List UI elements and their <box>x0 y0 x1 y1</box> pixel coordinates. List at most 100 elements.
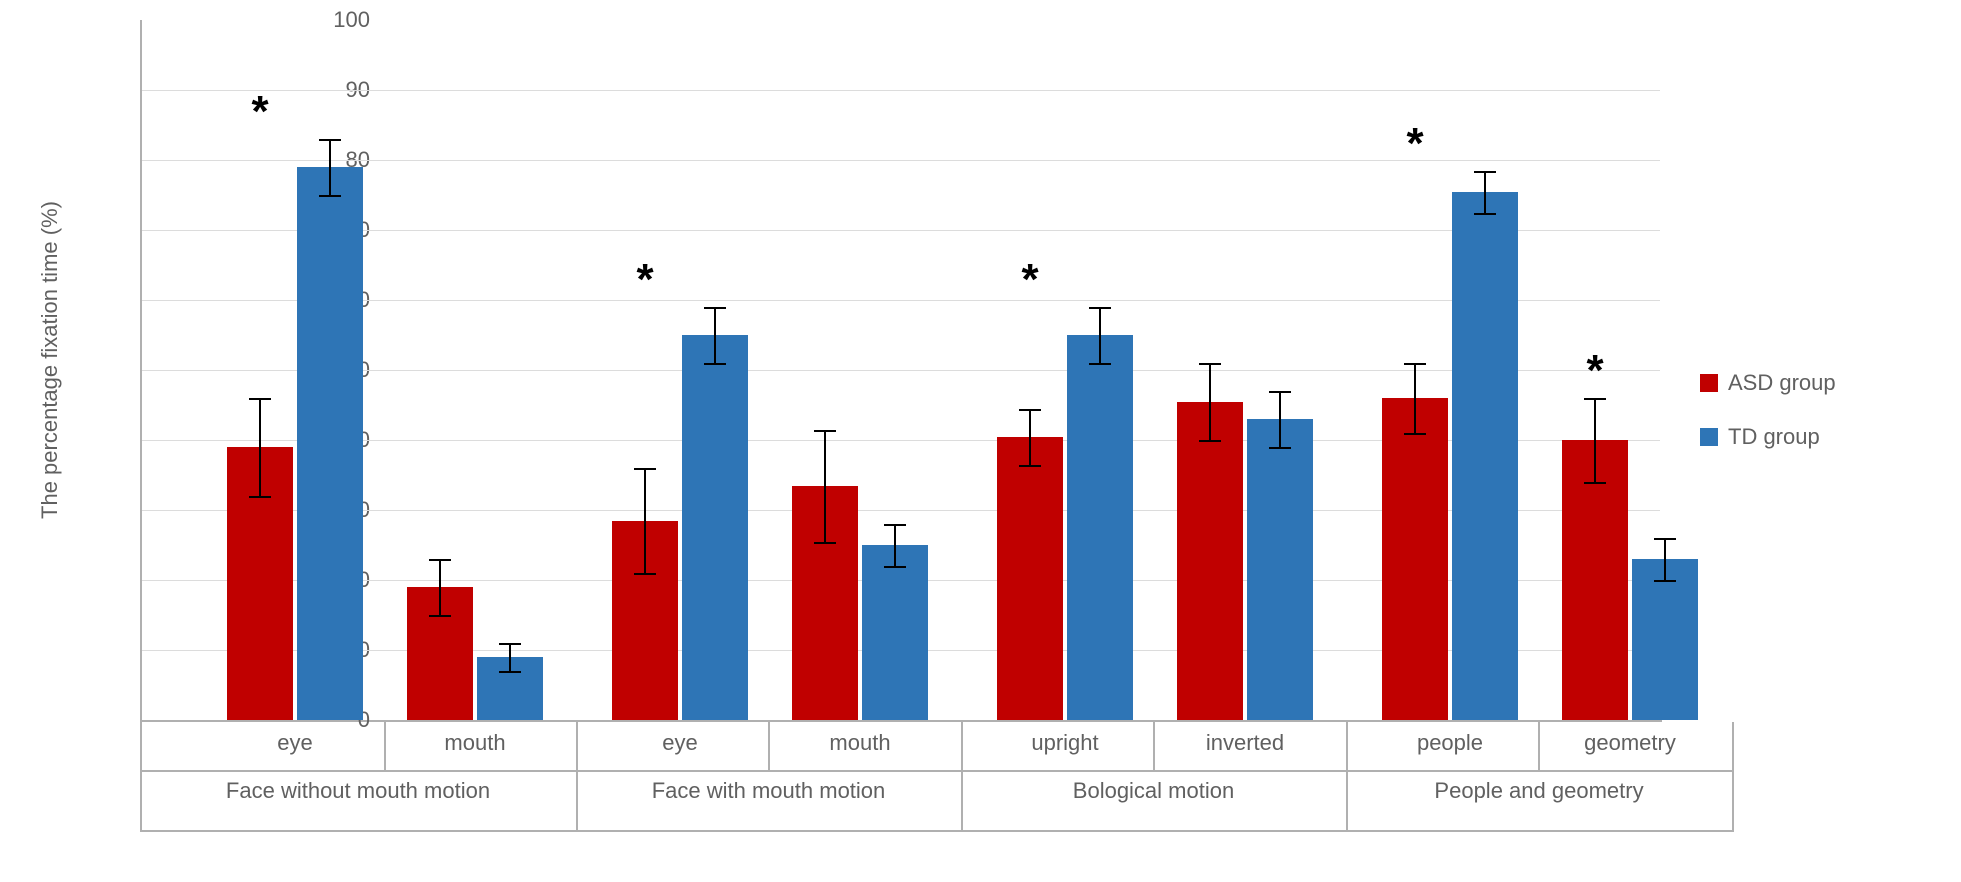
error-cap <box>429 559 451 561</box>
error-cap <box>319 139 341 141</box>
error-cap <box>1269 391 1291 393</box>
significance-star: * <box>636 255 653 305</box>
error-cap <box>249 496 271 498</box>
error-cap <box>499 671 521 673</box>
bar-td <box>862 545 928 720</box>
error-bar <box>1209 363 1211 440</box>
error-bar <box>1484 171 1486 213</box>
error-bar <box>824 430 826 542</box>
error-cap <box>1404 363 1426 365</box>
error-cap <box>1404 433 1426 435</box>
error-bar <box>1594 398 1596 482</box>
fixation-chart: The percentage fixation time (%) ASD gro… <box>60 0 1900 882</box>
error-cap <box>884 566 906 568</box>
error-bar <box>1664 538 1666 580</box>
category-sub-label: mouth <box>444 730 505 756</box>
gridline <box>142 370 1660 371</box>
error-cap <box>319 195 341 197</box>
sub-divider <box>384 722 386 772</box>
axis-bottom-line <box>140 830 1734 832</box>
sub-divider <box>1538 722 1540 772</box>
category-sub-label: mouth <box>829 730 890 756</box>
significance-star: * <box>1586 346 1603 396</box>
bar-asd <box>997 437 1063 721</box>
error-bar <box>509 643 511 671</box>
category-sub-label: inverted <box>1206 730 1284 756</box>
error-bar <box>644 468 646 573</box>
group-divider <box>140 722 142 832</box>
category-group-label: Face without mouth motion <box>226 778 490 804</box>
category-sub-label: people <box>1417 730 1483 756</box>
legend-label-td: TD group <box>1728 424 1820 450</box>
group-divider <box>961 722 963 832</box>
gridline <box>142 230 1660 231</box>
category-group-label: People and geometry <box>1434 778 1643 804</box>
error-cap <box>814 430 836 432</box>
category-sub-label: upright <box>1031 730 1098 756</box>
gridline <box>142 160 1660 161</box>
legend-label-asd: ASD group <box>1728 370 1836 396</box>
legend-item-td: TD group <box>1700 424 1836 450</box>
error-bar <box>1099 307 1101 363</box>
group-divider <box>1732 722 1734 832</box>
significance-star: * <box>1021 255 1038 305</box>
error-cap <box>249 398 271 400</box>
error-cap <box>1584 398 1606 400</box>
legend-item-asd: ASD group <box>1700 370 1836 396</box>
axis-row-divider <box>140 770 1734 772</box>
ytick-label: 100 <box>310 7 370 33</box>
error-cap <box>1089 307 1111 309</box>
legend-swatch-asd <box>1700 374 1718 392</box>
error-bar <box>439 559 441 615</box>
error-cap <box>704 307 726 309</box>
significance-star: * <box>251 87 268 137</box>
category-sub-label: eye <box>277 730 312 756</box>
error-bar <box>714 307 716 363</box>
group-divider <box>1346 722 1348 832</box>
error-cap <box>1199 440 1221 442</box>
error-cap <box>1474 171 1496 173</box>
error-cap <box>1584 482 1606 484</box>
error-cap <box>1089 363 1111 365</box>
error-cap <box>884 524 906 526</box>
legend: ASD group TD group <box>1700 370 1836 478</box>
error-cap <box>1199 363 1221 365</box>
bar-td <box>1632 559 1698 720</box>
gridline <box>142 300 1660 301</box>
error-cap <box>634 468 656 470</box>
bar-td <box>682 335 748 720</box>
error-bar <box>1414 363 1416 433</box>
error-cap <box>1019 465 1041 467</box>
gridline <box>142 90 1660 91</box>
error-bar <box>329 139 331 195</box>
significance-star: * <box>1406 119 1423 169</box>
category-sub-label: eye <box>662 730 697 756</box>
error-cap <box>704 363 726 365</box>
bar-td <box>1452 192 1518 721</box>
error-cap <box>1019 409 1041 411</box>
y-axis-title: The percentage fixation time (%) <box>37 201 63 519</box>
category-sub-label: geometry <box>1584 730 1676 756</box>
group-divider <box>576 722 578 832</box>
error-bar <box>1279 391 1281 447</box>
category-group-label: Face with mouth motion <box>652 778 886 804</box>
error-cap <box>814 542 836 544</box>
legend-swatch-td <box>1700 428 1718 446</box>
bar-td <box>1247 419 1313 720</box>
category-group-label: Bological motion <box>1073 778 1234 804</box>
bar-asd <box>1382 398 1448 720</box>
error-cap <box>499 643 521 645</box>
bar-asd <box>1177 402 1243 721</box>
sub-divider <box>768 722 770 772</box>
error-bar <box>1029 409 1031 465</box>
bar-td <box>297 167 363 720</box>
error-bar <box>259 398 261 496</box>
error-cap <box>634 573 656 575</box>
sub-divider <box>1153 722 1155 772</box>
error-cap <box>429 615 451 617</box>
error-cap <box>1654 538 1676 540</box>
error-cap <box>1474 213 1496 215</box>
error-cap <box>1269 447 1291 449</box>
bar-td <box>1067 335 1133 720</box>
error-cap <box>1654 580 1676 582</box>
